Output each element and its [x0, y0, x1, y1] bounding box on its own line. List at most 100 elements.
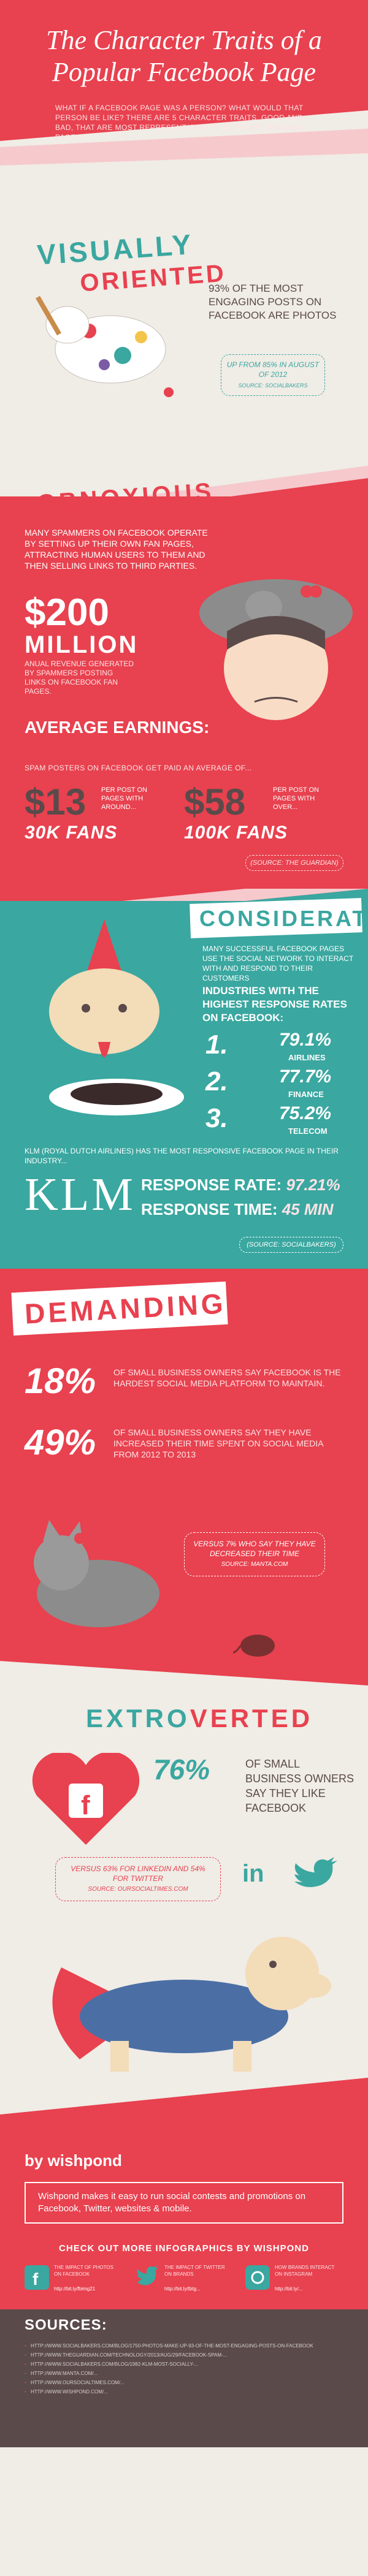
related-title: The impact of photos on Facebook — [54, 2265, 113, 2277]
spammer-intro: Many spammers on Facebook operate by set… — [25, 528, 208, 571]
footer-transition — [0, 2078, 368, 2151]
svg-text:f: f — [33, 2270, 39, 2289]
response-time: Response Time: 45 MIN — [141, 1200, 334, 1219]
response-time-label: Response Time: — [141, 1200, 278, 1218]
comparison-text: Versus 7% who say they have decreased th… — [193, 1540, 316, 1558]
cat-illustration — [34, 1520, 159, 1627]
painter-dog-illustration — [36, 295, 174, 397]
section-title: Considerate — [199, 906, 368, 931]
section-visually-oriented: Visually Oriented 93% of the most engagi… — [0, 190, 368, 411]
tier2-fans: 100K FANS — [184, 823, 288, 843]
source-link[interactable]: http://www.socialbakers.com/blog/1750-ph… — [25, 2342, 343, 2350]
infographic: The Character Traits of a Popular Facebo… — [0, 0, 368, 2447]
comparison-note: Versus 63% for LinkedIn and 54% for Twit… — [55, 1857, 221, 1901]
related-link[interactable]: http://bit.ly/tbtg... — [164, 2286, 201, 2292]
related-infographic[interactable]: f The impact of photos on Facebook http:… — [25, 2262, 123, 2298]
superhero-dog-illustration — [52, 1937, 331, 2072]
rank-industry: Telecom — [288, 1127, 328, 1136]
klm-logo-text: KLM — [25, 1169, 136, 1220]
related-title: How brands interact on Instagram — [275, 2265, 335, 2277]
sources-list: http://www.socialbakers.com/blog/1750-ph… — [25, 2342, 343, 2396]
section-title-part2: verted — [190, 1704, 313, 1733]
comparison-text: Up from 85% in August of 2012 — [226, 360, 320, 379]
twitter-bird-icon — [294, 1857, 337, 1887]
instagram-icon — [245, 2265, 270, 2290]
related-infographic[interactable]: The impact of Twitter on brands http://b… — [135, 2262, 233, 2298]
sources-heading: Sources: — [25, 2317, 107, 2333]
response-rate-label: Response Rate: — [141, 1176, 282, 1194]
hero-header: The Character Traits of a Popular Facebo… — [0, 0, 368, 190]
section-considerate: Considerate Many successful Facebook pag… — [0, 898, 368, 1269]
facebook-heart-icon: f — [32, 1753, 140, 1845]
source-link[interactable]: http://www.wishpond.com/... — [25, 2388, 343, 2396]
cat-on-head-illustration — [199, 579, 353, 720]
sources-panel: Sources: http://www.socialbakers.com/blo… — [0, 2309, 368, 2447]
source-text: (Source: SocialBakers) — [239, 1237, 343, 1253]
average-earnings-label: Average Earnings: — [25, 718, 210, 737]
twitter-bird-icon — [137, 2265, 159, 2285]
response-rate-value: 97.21% — [286, 1176, 340, 1194]
section-title: Extroverted — [86, 1704, 313, 1733]
source-text: Source: SocialBakers — [238, 382, 308, 389]
source-text: Source: OurSocialTimes.com — [88, 1886, 188, 1893]
mouse-toy-illustration — [233, 1635, 275, 1657]
wave-divider — [0, 411, 368, 496]
source-text: (Source: The Guardian) — [245, 855, 343, 871]
stat1-percent: 18% — [25, 1361, 96, 1401]
like-facebook-percent: 76% — [153, 1753, 210, 1785]
photo-stat: 93% of the most engaging posts on Facebo… — [209, 283, 337, 321]
tier1-fans: 30K FANS — [25, 823, 118, 843]
rank-number: 2. — [205, 1066, 228, 1096]
linkedin-icon: in — [242, 1860, 264, 1887]
industries-heading: Industries with the highest response rat… — [202, 985, 347, 1024]
source-text: Source: Manta.com — [221, 1561, 288, 1568]
section-extroverted: Extroverted f 76% of small business owne… — [0, 1661, 368, 2151]
comparison-text: Versus 63% for LinkedIn and 54% for Twit… — [71, 1864, 205, 1883]
source-link[interactable]: http://www.manta.com/... — [25, 2370, 343, 2377]
response-rate: Response Rate: 97.21% — [141, 1176, 340, 1195]
revenue-unit: MILLION — [25, 631, 139, 658]
source-link[interactable]: http://www.socialbakers.com/blog/1982-kl… — [25, 2361, 343, 2368]
tier2-note: Per post on pages with over... — [273, 786, 319, 811]
tier1-price: $13 — [25, 781, 86, 823]
rank-industry: Finance — [288, 1090, 324, 1099]
section-title-part1: Extro — [86, 1704, 190, 1733]
more-infographics-heading: CHECK OUT MORE INFOGRAPHICS BY WISHPOND — [59, 2243, 309, 2254]
wave-divider — [0, 1661, 368, 1710]
revenue-description: Anual revenue generated by spammers post… — [25, 659, 134, 696]
related-link[interactable]: http://bit.ly/... — [275, 2286, 303, 2292]
rank-number: 3. — [205, 1103, 228, 1133]
brand-name[interactable]: by wishpond — [25, 2151, 122, 2170]
like-facebook-note: of small business owners say they like F… — [245, 1758, 355, 1814]
response-time-value: 45 MIN — [282, 1200, 334, 1218]
revenue-amount: $200 — [25, 591, 109, 634]
related-link[interactable]: http://bit.ly/fbimg21 — [54, 2286, 96, 2292]
tier1-note: Per post on pages with around... — [101, 786, 147, 811]
stat2-note: of small business owners say they have i… — [113, 1427, 323, 1459]
source-link[interactable]: http://www.oursocialtimes.com/... — [25, 2379, 343, 2387]
hero-background-shapes — [0, 110, 368, 190]
klm-intro: KLM (Royal Dutch Airlines) has the most … — [25, 1147, 339, 1165]
rank-number: 1. — [205, 1030, 228, 1060]
party-dog-illustration — [49, 919, 184, 1115]
facebook-icon: f — [25, 2265, 49, 2290]
photo-stat-comparison: Up from 85% in August of 2012 Source: So… — [221, 354, 325, 396]
brand-description: Wishpond makes it easy to run social con… — [25, 2182, 343, 2224]
comparison-note: Versus 7% who say they have decreased th… — [184, 1532, 325, 1576]
footer: by wishpond Wishpond makes it easy to ru… — [0, 2151, 368, 2447]
rank-percent: 75.2% — [279, 1103, 332, 1123]
stat2-percent: 49% — [25, 1423, 96, 1462]
stat1-note: of small business owners say Facebook is… — [113, 1367, 341, 1388]
intro-text: What if a Facebook page was a person? Wh… — [55, 104, 305, 142]
tier2-price: $58 — [184, 781, 246, 823]
page-title: The Character Traits of a Popular Facebo… — [46, 25, 322, 87]
rank-industry: Airlines — [288, 1053, 326, 1062]
considerate-intro: Many successful Facebook pages use the s… — [202, 944, 354, 982]
rank-percent: 77.7% — [279, 1066, 332, 1087]
rank-percent: 79.1% — [279, 1030, 332, 1050]
related-title: The impact of Twitter on brands — [164, 2265, 225, 2277]
average-earnings-sub: Spam posters on Facebook get paid an ave… — [25, 764, 252, 772]
svg-text:f: f — [81, 1790, 90, 1820]
related-infographic[interactable]: How brands interact on Instagram http://… — [245, 2262, 343, 2298]
source-link[interactable]: http://www.theguardian.com/technology/20… — [25, 2352, 343, 2359]
